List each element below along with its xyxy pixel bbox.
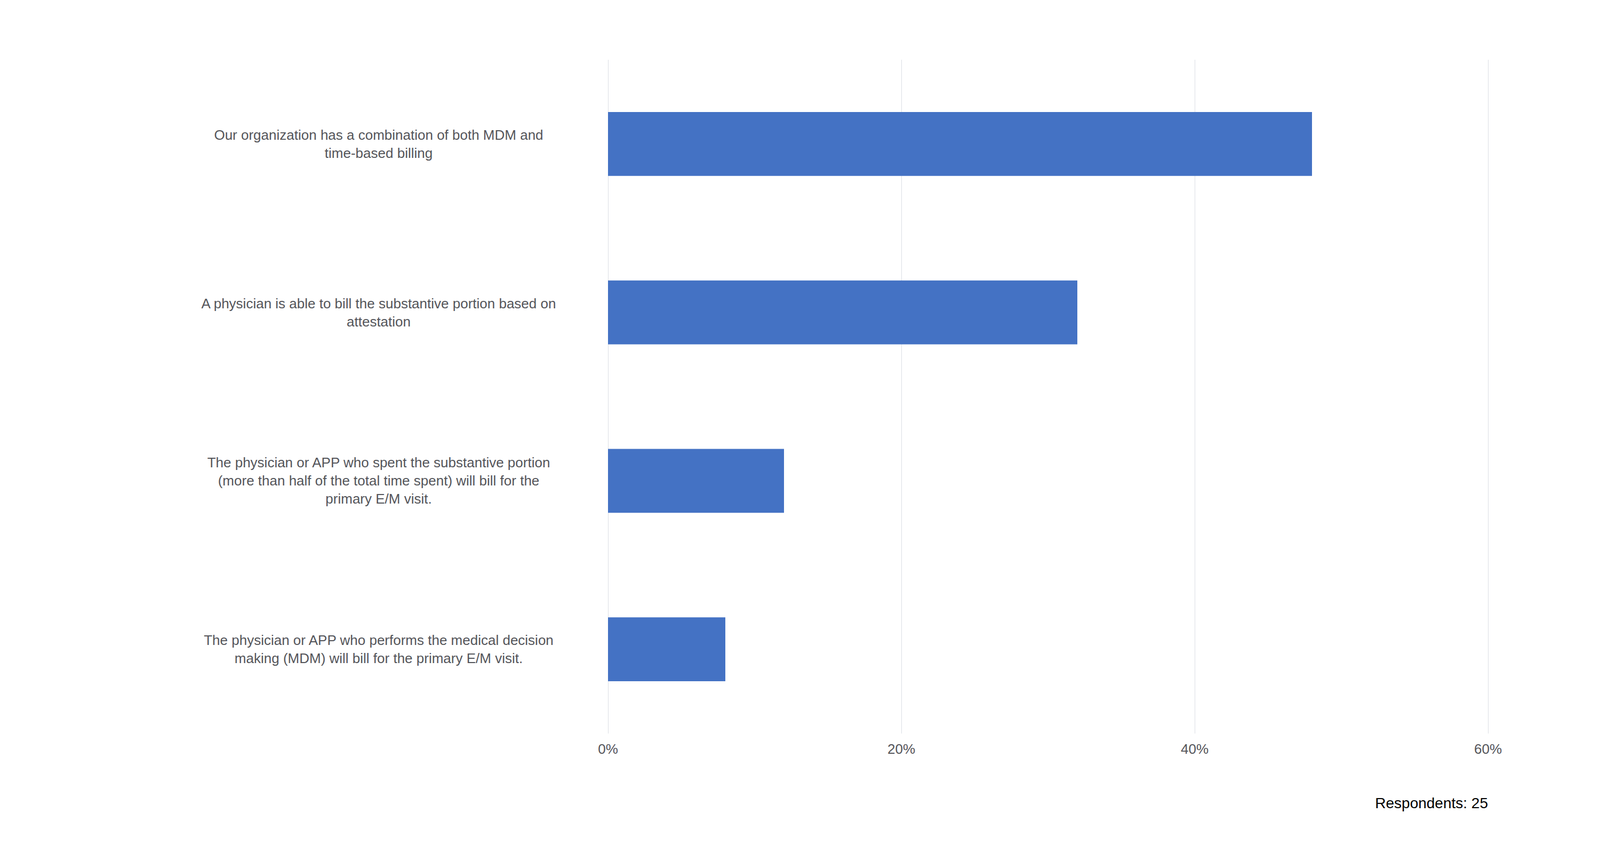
svg-text:The physician or APP who perfo: The physician or APP who performs the me… bbox=[203, 632, 554, 648]
svg-text:primary E/M visit.: primary E/M visit. bbox=[325, 490, 432, 507]
svg-text:attestation: attestation bbox=[346, 313, 411, 330]
svg-text:time-based billing: time-based billing bbox=[324, 145, 433, 162]
svg-text:40%: 40% bbox=[1180, 740, 1209, 757]
svg-text:20%: 20% bbox=[887, 740, 916, 757]
svg-text:Respondents: 25: Respondents: 25 bbox=[1374, 794, 1488, 812]
svg-text:Our organization has a combina: Our organization has a combination of bo… bbox=[213, 126, 543, 143]
svg-text:60%: 60% bbox=[1474, 740, 1502, 757]
svg-text:0%: 0% bbox=[597, 740, 619, 757]
svg-text:making (MDM) will bill for the: making (MDM) will bill for the primary E… bbox=[234, 650, 523, 667]
svg-text:A physician is able to bill th: A physician is able to bill the substant… bbox=[201, 295, 557, 312]
svg-text:The physician or APP who spent: The physician or APP who spent the subst… bbox=[207, 454, 551, 471]
svg-text:(more than half of the total t: (more than half of the total time spent)… bbox=[218, 472, 540, 489]
